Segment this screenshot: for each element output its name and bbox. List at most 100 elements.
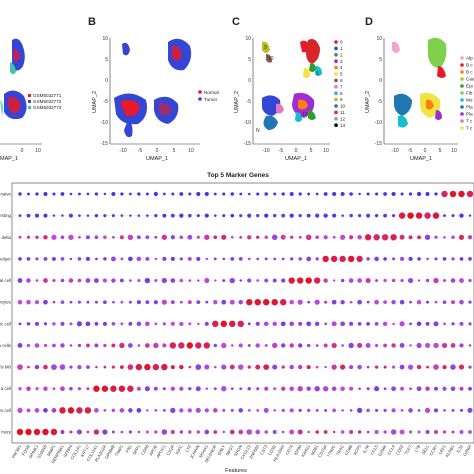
dotplot-dot xyxy=(400,278,404,283)
dotplot-dot xyxy=(425,321,430,326)
dotplot-dot xyxy=(170,213,175,218)
dotplot-dot xyxy=(443,409,446,412)
dotplot-dot xyxy=(434,408,439,413)
dotplot-dot xyxy=(391,408,396,413)
dotplot-dot xyxy=(297,429,303,435)
dotplot-dot xyxy=(442,386,447,391)
panel-c-legend-key xyxy=(334,65,338,70)
dotplot-dot xyxy=(468,214,472,217)
dotplot-dot xyxy=(221,364,227,370)
dotplot-dot xyxy=(120,214,124,217)
dotplot-dot xyxy=(459,257,464,261)
dotplot-dot xyxy=(170,235,175,240)
panel-c-legend-label: 4 xyxy=(340,65,343,70)
dotplot-dot xyxy=(281,386,286,391)
dotplot-dot xyxy=(298,364,303,370)
dotplot-gene-label: CD74 xyxy=(284,443,294,455)
dotplot-dot xyxy=(348,278,354,283)
panel-d-y-tick: 10 xyxy=(376,36,382,42)
dotplot-dot xyxy=(102,278,108,283)
dotplot-dot xyxy=(214,214,217,217)
panel-b-y-tick: 0 xyxy=(105,78,108,84)
dotplot-dot xyxy=(162,343,167,348)
panel-d-legend-key xyxy=(460,70,464,74)
dotplot-dot xyxy=(375,279,379,283)
panel-d-y-ticks: 10 5 0 -5 -10 -15 xyxy=(375,36,382,147)
panel-a-legend-label-1: GSM5032771 xyxy=(33,93,62,98)
dotplot-dot xyxy=(77,300,81,304)
panel-d-x-ticks: -10 -5 0 5 10 xyxy=(391,148,457,154)
dotplot-dot xyxy=(459,343,464,348)
panel-d-legend-label: Cau xyxy=(466,77,474,82)
dotplot-dot xyxy=(35,387,39,391)
dotplot-dot xyxy=(52,387,56,391)
dotplot-dot xyxy=(374,256,379,262)
dotplot-dot xyxy=(76,429,82,435)
panel-d-legend-key xyxy=(460,56,464,60)
dotplot-dot xyxy=(179,300,183,304)
panel-c-y-tick: 0 xyxy=(248,78,251,84)
dotplot-dot xyxy=(383,365,387,369)
panel-c-y-tick: -10 xyxy=(244,120,251,126)
dotplot-dot xyxy=(128,256,133,262)
dotplot-dot xyxy=(391,278,396,283)
panel-b-letter: B xyxy=(88,16,96,28)
panel-a-clusters xyxy=(0,38,27,120)
dotplot-dot xyxy=(383,257,387,261)
dotplot-dot xyxy=(365,277,371,284)
dotplot-gene-label: GZMK xyxy=(377,444,387,457)
dotplot-dot xyxy=(69,300,73,304)
dotplot-dot xyxy=(110,385,117,392)
dotplot-dot xyxy=(204,278,210,284)
dotplot-dot xyxy=(390,429,397,435)
dotplot-dot xyxy=(468,365,472,369)
dotplot-dot xyxy=(307,408,311,413)
dotplot-gene-label: KRT17 xyxy=(79,443,90,457)
panel-a-xlabel: MAP_1 xyxy=(0,156,18,162)
dotplot-dot xyxy=(375,192,379,196)
dotplot-dot xyxy=(357,364,362,370)
dotplot-dot xyxy=(103,365,107,369)
dotplot-dot xyxy=(69,257,73,261)
dotplot-dot xyxy=(391,386,396,392)
dotplot-dot xyxy=(366,257,370,261)
dotplot-dot xyxy=(42,428,49,436)
dotplot-dot xyxy=(162,213,167,218)
dotplot-dot xyxy=(77,278,82,283)
dotplot-dot xyxy=(77,257,82,261)
dotplot-dot xyxy=(69,344,73,347)
dotplot-dot xyxy=(443,214,446,218)
dotplot-dot xyxy=(111,191,116,197)
dotplot-dot xyxy=(119,342,125,349)
dotplot-dot xyxy=(204,321,209,326)
dotplot-dot xyxy=(229,299,235,305)
dotplot-dot xyxy=(280,321,286,327)
dotplot-row-label: m cell xyxy=(0,408,11,413)
dotplot-dot xyxy=(340,321,345,327)
dotplot-dot xyxy=(162,322,166,326)
panel-c-legend-label: 7 xyxy=(340,84,343,89)
dotplot-dot xyxy=(451,214,455,218)
dotplot-dot xyxy=(17,407,23,413)
dotplot-dot xyxy=(238,300,243,305)
dotplot-gene-label: C1QA xyxy=(165,444,175,457)
panel-c-legend-key xyxy=(334,110,338,115)
dotplot-dot xyxy=(103,257,107,261)
panel-d-legend-key xyxy=(460,77,464,81)
panel-d-y-tick: -15 xyxy=(375,141,382,147)
dotplot-gene-label: CD52 xyxy=(395,443,405,455)
dotplot-dot xyxy=(247,365,251,369)
dotplot-dot xyxy=(26,278,31,283)
dotplot-dot xyxy=(340,430,345,434)
dotplot-dot xyxy=(443,235,446,239)
dotplot-dot xyxy=(264,386,269,391)
panel-d-clusters xyxy=(392,37,447,128)
dotplot-row-label: naive xyxy=(1,192,12,197)
dotplot-dot xyxy=(451,322,455,326)
dotplot-dot xyxy=(103,235,107,240)
dotplot-dot xyxy=(187,234,193,240)
dotplot-dot xyxy=(68,213,73,218)
dotplot-dot xyxy=(289,429,295,435)
